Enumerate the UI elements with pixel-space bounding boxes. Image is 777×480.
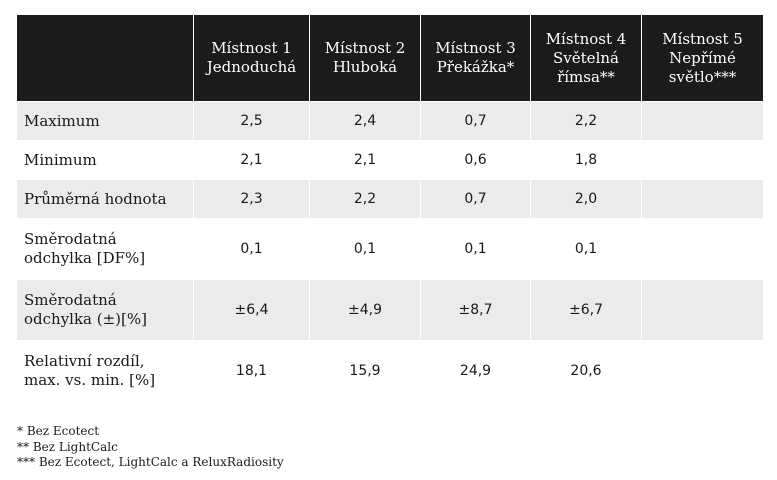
value-cell-room-5 (642, 340, 763, 401)
value-cell-room-3: 24,9 (421, 340, 531, 401)
table-row: Relativní rozdíl, max. vs. min. [%] 18,1 15… (17, 340, 763, 401)
header-room-5-l2: Nepřímé (669, 48, 736, 67)
row-label: Směrodatná odchylka [DF%] (17, 218, 194, 279)
header-room-3: Místnost 3 Překážka* (421, 15, 531, 101)
table-row: Průměrná hodnota 2,3 2,2 0,7 2,0 (17, 179, 763, 218)
value-cell-room-4: 0,1 (531, 218, 642, 279)
value-cell-room-3: 0,6 (421, 140, 531, 179)
header-room-2-l1: Místnost 2 (324, 39, 406, 57)
value-cell-room-5 (642, 279, 763, 340)
table-row: Maximum 2,5 2,4 0,7 2,2 (17, 101, 763, 140)
table-row: Směrodatná odchylka [DF%] 0,1 0,1 0,1 0,1 (17, 218, 763, 279)
row-label-line: odchylka (±)[%] (24, 310, 147, 328)
value-cell-room-3: 0,1 (421, 218, 531, 279)
header-room-1: Místnost 1 Jednoduchá (194, 15, 310, 101)
value-cell-room-5 (642, 218, 763, 279)
header-room-4-l2: Světelná (553, 48, 619, 67)
value-cell-room-1: 2,3 (194, 179, 310, 218)
value-cell-room-5 (642, 179, 763, 218)
value-cell-room-2: 0,1 (310, 218, 421, 279)
header-room-4: Místnost 4 Světelná římsa** (531, 15, 642, 101)
row-label-line: Směrodatná (24, 291, 117, 309)
row-label-line: Maximum (24, 111, 100, 130)
header-room-4-l3: římsa** (557, 67, 615, 86)
header-corner (17, 15, 194, 101)
row-label-line: Relativní rozdíl, (24, 352, 145, 370)
header-room-5: Místnost 5 Nepřímé světlo*** (642, 15, 763, 101)
header-room-3-l1: Místnost 3 (435, 39, 516, 57)
value-cell-room-4: 2,0 (531, 179, 642, 218)
daylight-factor-table: Místnost 1 Jednoduchá Místnost 2 Hluboká M… (17, 15, 763, 401)
value-cell-room-3: 0,7 (421, 179, 531, 218)
value-cell-room-5 (642, 140, 763, 179)
value-cell-room-4: 2,2 (531, 101, 642, 140)
value-cell-room-1: ±6,4 (194, 279, 310, 340)
row-label: Maximum (17, 101, 194, 140)
row-label-line: Průměrná hodnota (24, 189, 167, 208)
header-room-5-l1: Místnost 5 (662, 29, 743, 48)
row-label: Průměrná hodnota (17, 179, 194, 218)
row-label-line: Minimum (24, 150, 97, 169)
row-label-line: max. vs. min. [%] (24, 371, 156, 389)
value-cell-room-1: 18,1 (194, 340, 310, 401)
table-body: Maximum 2,5 2,4 0,7 2,2 Minimum 2,1 2,1 0,6 1,8 Pr… (17, 101, 763, 401)
footnotes: * Bez Ecotect ** Bez LightCalc *** Bez E… (17, 424, 284, 471)
header-room-2-l2: Hluboká (332, 58, 398, 76)
header-room-3-l2: Překážka* (436, 58, 515, 76)
header-room-4-l1: Místnost 4 (545, 29, 627, 48)
value-cell-room-2: 15,9 (310, 340, 421, 401)
header-row: Místnost 1 Jednoduchá Místnost 2 Hluboká M… (17, 15, 763, 101)
row-label: Relativní rozdíl, max. vs. min. [%] (17, 340, 194, 401)
value-cell-room-4: ±6,7 (531, 279, 642, 340)
value-cell-room-2: 2,2 (310, 179, 421, 218)
row-label: Směrodatná odchylka (±)[%] (17, 279, 194, 340)
value-cell-room-1: 2,1 (194, 140, 310, 179)
value-cell-room-2: ±4,9 (310, 279, 421, 340)
value-cell-room-2: 2,4 (310, 101, 421, 140)
table-row: Směrodatná odchylka (±)[%] ±6,4 ±4,9 ±8,7 ±6,… (17, 279, 763, 340)
value-cell-room-4: 1,8 (531, 140, 642, 179)
value-cell-room-1: 2,5 (194, 101, 310, 140)
header-room-1-l1: Místnost 1 (211, 39, 292, 57)
value-cell-room-5 (642, 101, 763, 140)
footnote-2: ** Bez LightCalc (17, 439, 118, 454)
footnote-3: *** Bez Ecotect, LightCalc a ReluxRadios… (17, 455, 284, 469)
row-label: Minimum (17, 140, 194, 179)
value-cell-room-3: ±8,7 (421, 279, 531, 340)
header-room-1-l2: Jednoduchá (206, 58, 297, 76)
header-room-5-l3: světlo*** (668, 67, 737, 86)
row-label-line: Směrodatná (24, 230, 117, 248)
header-room-2: Místnost 2 Hluboká (310, 15, 421, 101)
value-cell-room-2: 2,1 (310, 140, 421, 179)
value-cell-room-4: 20,6 (531, 340, 642, 401)
footnote-1: * Bez Ecotect (17, 424, 100, 438)
value-cell-room-3: 0,7 (421, 101, 531, 140)
table-row: Minimum 2,1 2,1 0,6 1,8 (17, 140, 763, 179)
value-cell-room-1: 0,1 (194, 218, 310, 279)
row-label-line: odchylka [DF%] (24, 249, 146, 267)
